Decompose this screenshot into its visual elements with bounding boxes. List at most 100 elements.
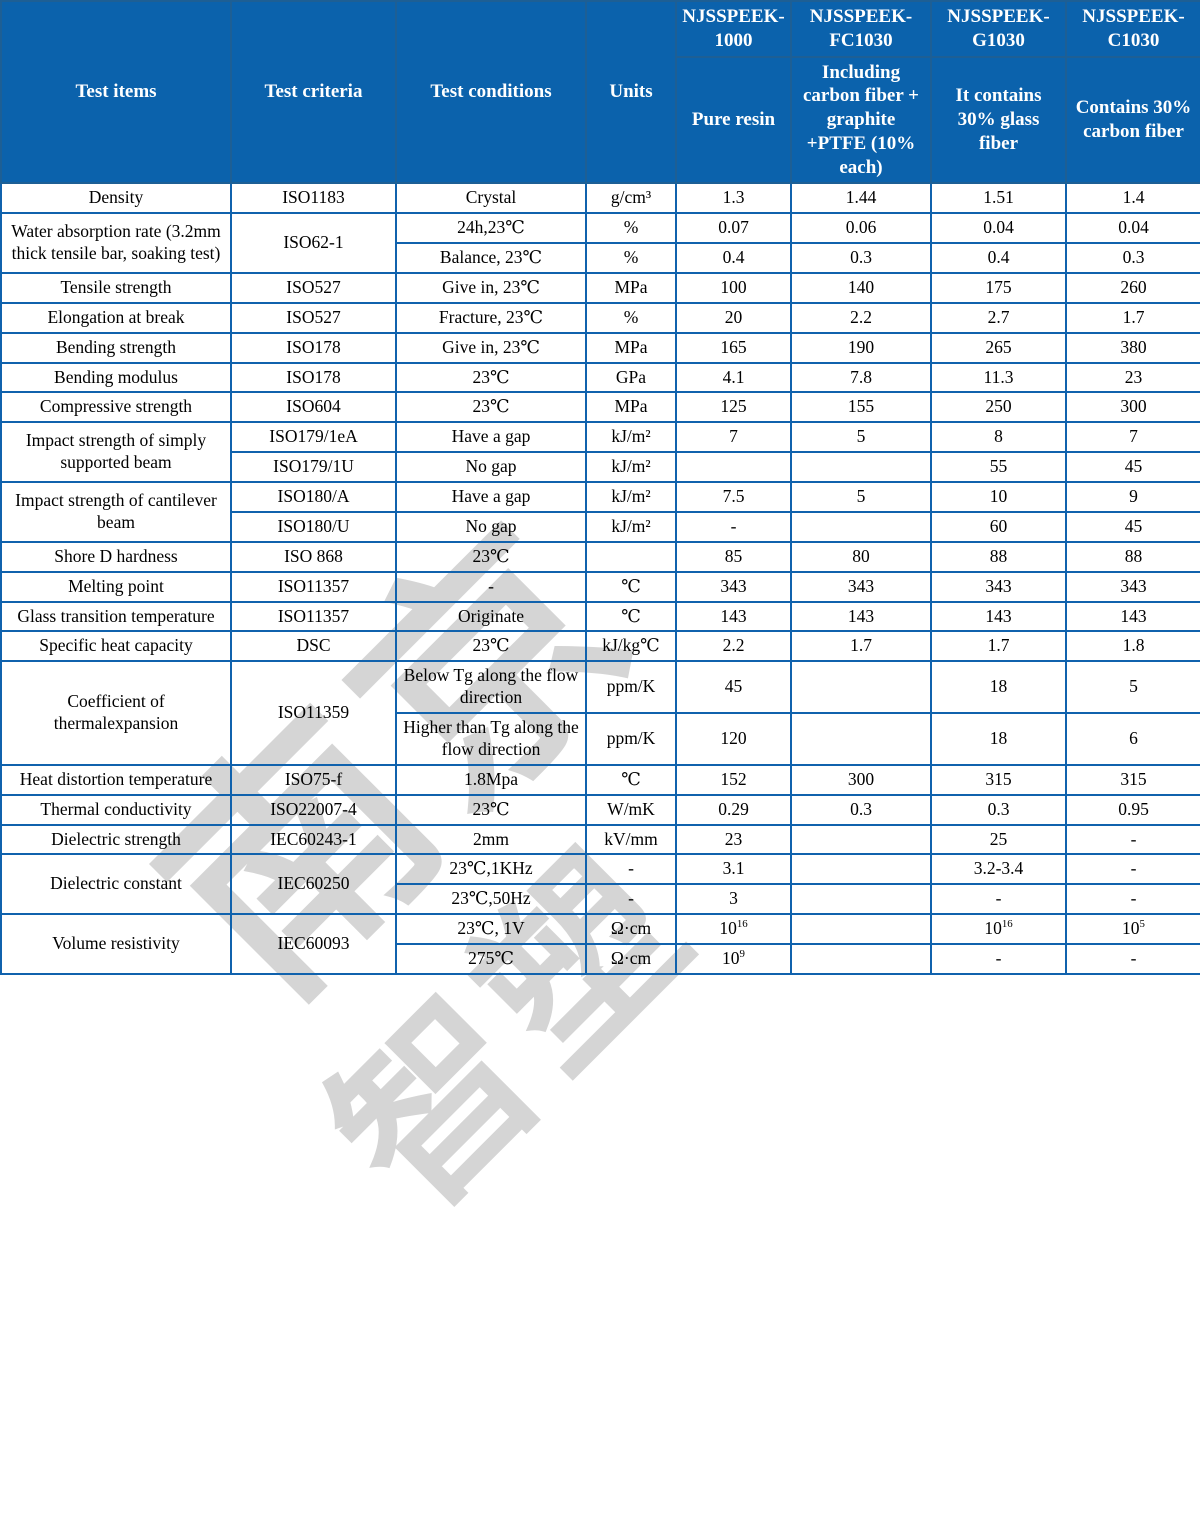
cell-value-product-1 bbox=[790, 943, 932, 975]
cell-test-condition: Crystal bbox=[395, 182, 587, 215]
cell-value-product-0: - bbox=[675, 510, 792, 543]
cell-value-product-2: 143 bbox=[930, 600, 1067, 633]
cell-value-product-0: 0.07 bbox=[675, 212, 792, 244]
cell-value-product-1: 2.2 bbox=[790, 301, 932, 334]
cell-test-condition: 23℃,50Hz bbox=[395, 883, 587, 916]
cell-test-criteria: ISO179/1U bbox=[230, 451, 397, 483]
table-row: Melting point ISO11357- ℃ 343 343 343 343 bbox=[0, 570, 1200, 603]
cell-unit: MPa bbox=[585, 271, 677, 304]
cell-value-product-3: 88 bbox=[1065, 540, 1200, 573]
table-row: ISO179/1U No gap kJ/m² 55 45 bbox=[1, 451, 1200, 483]
header-row-secondary: Pure resin Including carbon fiber + grap… bbox=[1, 55, 1200, 185]
cell-test-item: Specific heat capacity bbox=[0, 630, 232, 663]
cell-test-item: Heat distortion temperature bbox=[0, 763, 232, 796]
header-units: Units bbox=[585, 0, 677, 185]
cell-value-product-3: - bbox=[1065, 883, 1200, 916]
cell-value-product-1: 0.3 bbox=[790, 242, 932, 274]
cell-value-product-1 bbox=[790, 712, 932, 766]
cell-unit: % bbox=[585, 242, 677, 274]
cell-test-item: Water absorption rate (3.2mm thick tensi… bbox=[0, 212, 232, 274]
table-row: 23℃,50Hz -3- - bbox=[1, 883, 1200, 916]
cell-test-criteria: ISO11357 bbox=[230, 570, 397, 603]
cell-value-product-3: 105 bbox=[1065, 913, 1200, 945]
cell-unit: % bbox=[585, 301, 677, 334]
cell-value-product-0: 4.1 bbox=[675, 361, 792, 394]
table-body: Density ISO1183 Crystal g/cm³ 1.3 1.44 1.51 1.4… bbox=[0, 182, 1200, 975]
cell-unit: ℃ bbox=[585, 570, 677, 603]
cell-test-condition: Originate bbox=[395, 600, 587, 633]
cell-test-criteria: IEC60243-1 bbox=[230, 823, 397, 856]
cell-value-product-2: 265 bbox=[930, 331, 1067, 364]
cell-value-product-1: 5 bbox=[790, 421, 932, 454]
cell-unit: W/mK bbox=[585, 793, 677, 826]
cell-test-criteria: DSC bbox=[230, 630, 397, 663]
header-product-code-3: NJSSPEEK-C1030 bbox=[1065, 0, 1200, 58]
cell-value-product-3: 380 bbox=[1065, 331, 1200, 364]
cell-value-product-3: - bbox=[1065, 823, 1200, 856]
cell-value-product-3: 143 bbox=[1065, 600, 1200, 633]
cell-value-product-2: - bbox=[930, 883, 1067, 916]
cell-value-product-2: 18 bbox=[930, 712, 1067, 766]
header-product-desc-0: Pure resin bbox=[675, 55, 792, 185]
cell-test-item: Density bbox=[0, 182, 232, 215]
cell-value-product-2: 2.7 bbox=[930, 301, 1067, 334]
cell-unit: ppm/K bbox=[585, 660, 677, 714]
cell-value-product-0: 2.2 bbox=[675, 630, 792, 663]
cell-value-product-2: 88 bbox=[930, 540, 1067, 573]
header-product-desc-2: It contains 30% glass fiber bbox=[930, 55, 1067, 185]
cell-value-product-2: 343 bbox=[930, 570, 1067, 603]
table-row: Dielectric constant IEC60250 23℃,1KHz -3.1 3… bbox=[0, 853, 1200, 916]
cell-value-product-2: 0.04 bbox=[930, 212, 1067, 244]
cell-value-product-0: 3 bbox=[675, 883, 792, 916]
cell-value-product-1: 1.44 bbox=[790, 182, 932, 215]
table-row: Impact strength of cantilever beam ISO180… bbox=[0, 481, 1200, 543]
cell-value-product-1: 80 bbox=[790, 540, 932, 573]
table-row: 275℃ Ω·cm 109 - - bbox=[1, 943, 1200, 975]
cell-value-product-0: 0.4 bbox=[675, 242, 792, 274]
cell-value-product-1 bbox=[790, 913, 932, 945]
header-product-desc-1: Including carbon fiber + graphite +PTFE … bbox=[790, 55, 932, 185]
cell-test-condition: Balance, 23℃ bbox=[395, 242, 587, 274]
cell-unit: MPa bbox=[585, 391, 677, 424]
cell-value-product-0: 1.3 bbox=[675, 182, 792, 215]
table-row: Coefficient of thermalexpansion ISO11359 B… bbox=[0, 660, 1200, 766]
cell-test-condition: 23℃ bbox=[395, 793, 587, 826]
cell-test-item: Impact strength of cantilever beam bbox=[0, 481, 232, 543]
cell-value-product-2: 0.4 bbox=[930, 242, 1067, 274]
cell-test-item: Elongation at break bbox=[0, 301, 232, 334]
cell-test-condition: Give in, 23℃ bbox=[395, 271, 587, 304]
cell-test-condition: Below Tg along the flow direction bbox=[395, 660, 587, 714]
header-test-conditions: Test conditions bbox=[395, 0, 587, 185]
cell-value-product-2: 25 bbox=[930, 823, 1067, 856]
cell-test-condition: Fracture, 23℃ bbox=[395, 301, 587, 334]
cell-value-product-0 bbox=[675, 451, 792, 483]
cell-test-item: Dielectric constant bbox=[0, 853, 232, 916]
cell-test-criteria: ISO527 bbox=[230, 301, 397, 334]
cell-unit: g/cm³ bbox=[585, 182, 677, 215]
header-row-primary: Test items Test criteria Test conditions… bbox=[0, 0, 1200, 185]
cell-value-product-0: 120 bbox=[675, 712, 792, 766]
cell-unit bbox=[585, 540, 677, 573]
table-row: Higher than Tg along the flow direction p… bbox=[1, 712, 1200, 766]
material-properties-table: Test items Test criteria Test conditions… bbox=[0, 0, 1200, 975]
table-row: Thermal conductivity ISO22007-4 23℃ W/mK 0.2… bbox=[0, 793, 1200, 826]
cell-value-product-3: 0.04 bbox=[1065, 212, 1200, 244]
table-row: Bending modulus ISO178 23℃ GPa 4.1 7.8 11.3 23 bbox=[0, 361, 1200, 394]
cell-value-product-2: 3.2-3.4 bbox=[930, 853, 1067, 886]
cell-value-product-0: 100 bbox=[675, 271, 792, 304]
cell-value-product-0: 109 bbox=[675, 943, 792, 975]
cell-test-condition: Have a gap bbox=[395, 421, 587, 454]
cell-value-product-3: 45 bbox=[1065, 451, 1200, 483]
cell-test-condition: 23℃, 1V bbox=[395, 913, 587, 945]
cell-value-product-2: 60 bbox=[930, 510, 1067, 543]
cell-value-product-1: 1.7 bbox=[790, 630, 932, 663]
cell-unit: kV/mm bbox=[585, 823, 677, 856]
table-row: Impact strength of simply supported beam… bbox=[0, 421, 1200, 483]
cell-unit: Ω·cm bbox=[585, 943, 677, 975]
cell-test-item: Compressive strength bbox=[0, 391, 232, 424]
cell-value-product-3: 315 bbox=[1065, 763, 1200, 796]
cell-unit: ℃ bbox=[585, 763, 677, 796]
cell-test-condition: No gap bbox=[395, 510, 587, 543]
table-row: Water absorption rate (3.2mm thick tensi… bbox=[0, 212, 1200, 274]
cell-test-condition: No gap bbox=[395, 451, 587, 483]
